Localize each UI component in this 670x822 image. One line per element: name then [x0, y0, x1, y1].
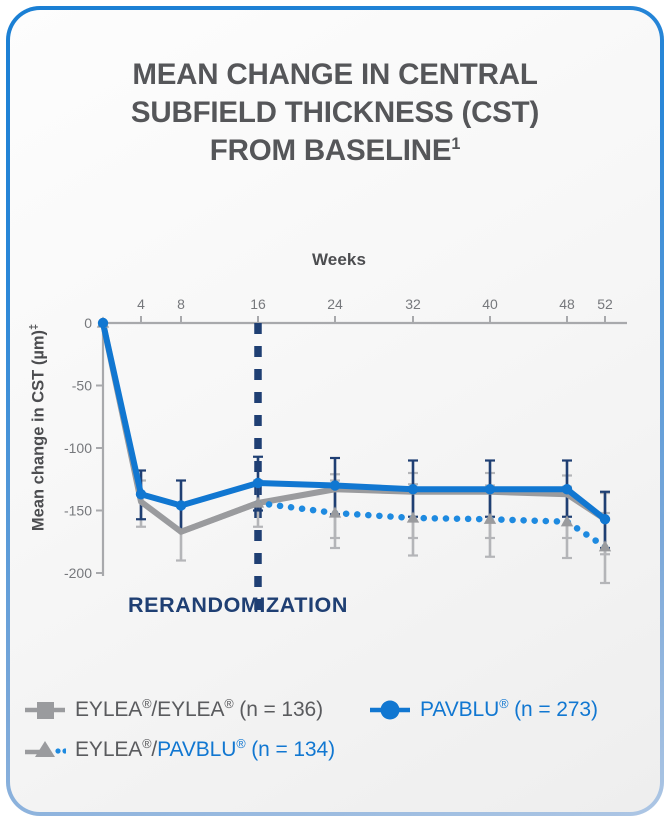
circle-marker-icon: [370, 700, 411, 720]
chart-card-inner: MEAN CHANGE IN CENTRAL SUBFIELD THICKNES…: [10, 10, 660, 812]
legend-row-2: EYLEA®/PAVBLU® (n = 134): [24, 730, 660, 770]
line-chart: 4 8 16 24 32 40 48 520-50-100-150-200: [64, 296, 627, 616]
triangle-marker: [328, 506, 342, 518]
legend-item-pavblu: PAVBLU® (n = 273): [369, 697, 598, 723]
x-axis-title: Weeks: [311, 250, 367, 269]
y-tick-label: 0: [84, 315, 92, 331]
x-tick-label: 8: [177, 296, 185, 312]
x-tick-label: 16: [250, 296, 266, 312]
legend-item-eylea-pavblu: EYLEA®/PAVBLU® (n = 134): [24, 737, 335, 763]
title-line-3: FROM BASELINE: [209, 133, 452, 167]
square-marker-icon: [25, 702, 65, 719]
error-bars-circle: [136, 455, 610, 550]
x-tick-label: 24: [327, 296, 343, 312]
circle-marker: [599, 514, 611, 525]
title-line-1: MEAN CHANGE IN CENTRAL: [132, 58, 538, 91]
title-superscript: 1: [451, 134, 461, 153]
circle-marker: [252, 477, 264, 489]
triangle-marker: [406, 511, 420, 523]
x-tick-label: 4: [137, 296, 145, 312]
x-tick-label: 52: [597, 296, 613, 312]
triangle-marker-icon: [25, 741, 66, 757]
title-line-2: SUBFIELD THICKNESS (CST): [130, 95, 540, 129]
y-tick-label: -100: [64, 440, 92, 456]
x-tick-label: 32: [405, 296, 421, 312]
circle-marker: [484, 484, 496, 495]
y-tick-label: -150: [64, 503, 92, 519]
x-tick-label: 48: [559, 296, 575, 312]
chart-card: MEAN CHANGE IN CENTRAL SUBFIELD THICKNES…: [6, 6, 664, 816]
y-tick-label: -50: [72, 378, 92, 394]
circle-marker: [135, 489, 147, 500]
chart-legend: EYLEA®/EYLEA® (n = 136) PAVBLU® (n = 273…: [24, 690, 660, 770]
x-tick-label: 40: [482, 296, 498, 312]
series-line-eylea-pavblu-stub: [178, 500, 261, 535]
circle-marker: [407, 484, 419, 495]
circle-marker: [97, 317, 109, 329]
triangle-marker: [483, 512, 497, 524]
page-title: MEAN CHANGE IN CENTRAL SUBFIELD THICKNES…: [10, 56, 660, 169]
rerandomization-label: RERANDOMIZATION: [128, 593, 349, 617]
legend-item-eylea-eylea: EYLEA®/EYLEA® (n = 136): [24, 697, 323, 723]
series-line-eylea-pavblu: [254, 499, 609, 550]
legend-label-pavblu: PAVBLU® (n = 273): [420, 697, 598, 721]
circle-marker: [561, 484, 573, 495]
y-tick-label: -200: [64, 565, 92, 581]
plot-area: Weeks Mean change in CST (µm)‡ RERANDOMI…: [10, 238, 660, 658]
circle-marker: [329, 480, 341, 491]
series-line-eylea-eylea: [100, 320, 608, 535]
legend-row-1: EYLEA®/EYLEA® (n = 136) PAVBLU® (n = 273…: [24, 690, 660, 730]
circle-marker: [175, 500, 187, 511]
triangle-marker: [560, 515, 574, 527]
legend-label-eylea-pavblu: EYLEA®/PAVBLU® (n = 134): [75, 737, 335, 761]
triangle-marker: [598, 540, 612, 552]
y-axis-title: Mean change in CST (µm)‡: [28, 323, 48, 532]
triangle-marker: [251, 496, 265, 508]
legend-label-eylea-eylea: EYLEA®/EYLEA® (n = 136): [75, 697, 324, 721]
